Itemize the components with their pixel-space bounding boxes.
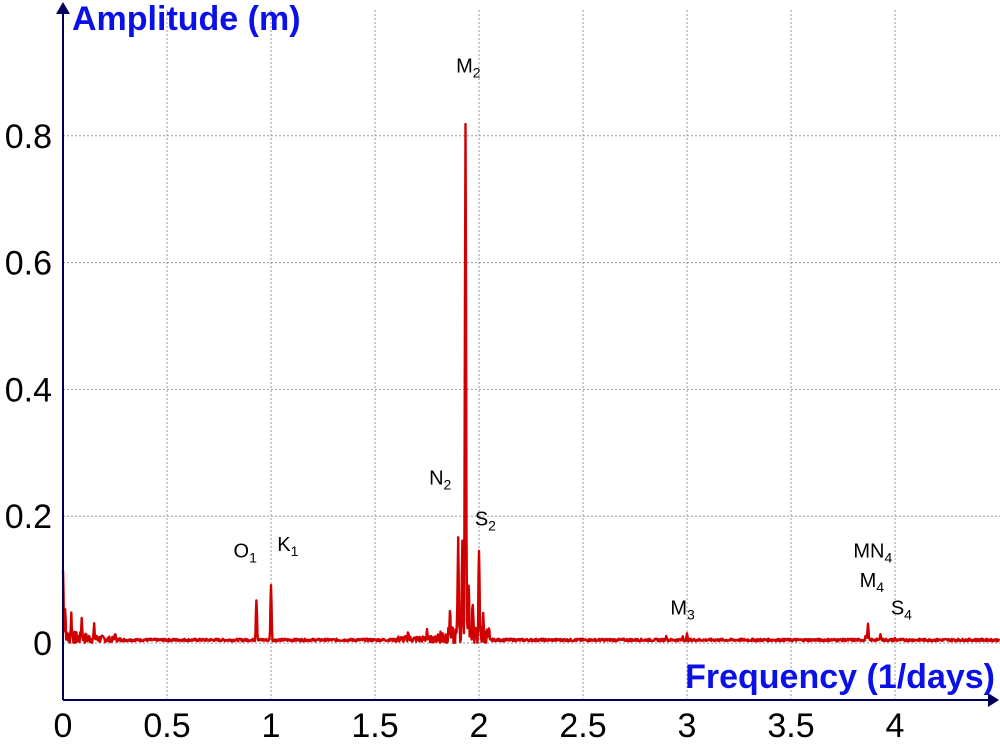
peak-label: MN4 xyxy=(853,540,892,565)
series-layer xyxy=(61,122,1000,644)
y-axis-arrow xyxy=(56,2,70,14)
peak-label: M2 xyxy=(456,55,481,80)
x-axis-title: Frequency (1/days) xyxy=(685,658,995,696)
axis-layer xyxy=(56,2,999,707)
x-tick-label: 3.5 xyxy=(767,707,814,745)
x-tick-label: 3 xyxy=(678,707,697,745)
y-axis-title: Amplitude (m) xyxy=(72,0,301,38)
x-tick-label: 0 xyxy=(54,707,73,745)
spectrum-line xyxy=(61,122,1000,644)
y-tick-label: 0.4 xyxy=(5,371,52,409)
x-tick-label: 2.5 xyxy=(559,707,606,745)
x-tick-label: 1.5 xyxy=(351,707,398,745)
peak-label: K1 xyxy=(277,534,298,559)
peak-label: O1 xyxy=(234,540,258,565)
x-tick-label: 4 xyxy=(886,707,905,745)
y-tick-label: 0 xyxy=(33,625,52,663)
y-tick-label: 0.6 xyxy=(5,245,52,283)
x-tick-label: 2 xyxy=(470,707,489,745)
peak-label: N2 xyxy=(429,468,451,493)
y-tick-label: 0.8 xyxy=(5,118,52,156)
peak-label: M4 xyxy=(860,570,885,595)
x-axis-arrow xyxy=(988,693,999,707)
label-layer: 0 0.5 1 1.5 2 2.5 3 3.5 4 0 0.2 0.4 0.6 0.8 M2 O1 K1 N2 S2… xyxy=(5,55,912,745)
y-tick-label: 0.2 xyxy=(5,498,52,536)
peak-label: S4 xyxy=(891,597,912,622)
x-tick-label: 0.5 xyxy=(143,707,190,745)
peak-label: M3 xyxy=(670,597,695,622)
peak-label: S2 xyxy=(475,509,496,534)
grid-layer xyxy=(63,10,1000,700)
x-tick-label: 1 xyxy=(262,707,281,745)
